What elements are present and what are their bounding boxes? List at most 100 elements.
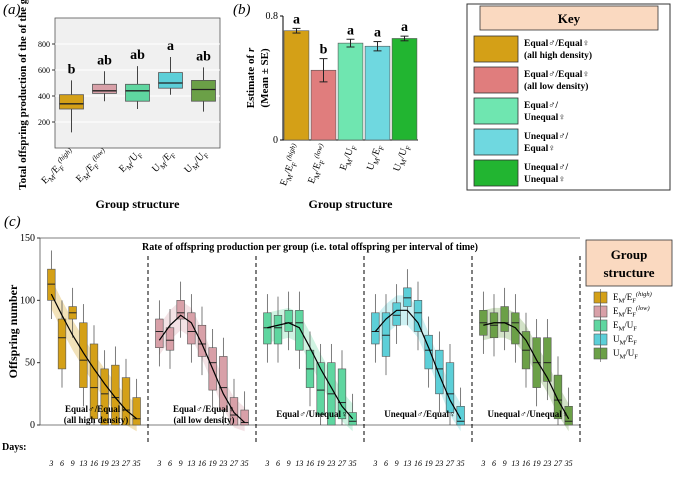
panel-c-day-label: 13	[403, 459, 411, 468]
panel-c-day-label: 6	[384, 459, 388, 468]
panel-c-day-label: 9	[503, 459, 507, 468]
label-part: F	[350, 145, 359, 151]
panel-c-box	[403, 287, 412, 307]
panel-a-ytick-label: 800	[38, 40, 50, 49]
panel-a-xtick-label-text: EM/EF(high)	[38, 146, 80, 188]
panel-c-day-label: 35	[348, 459, 357, 468]
panel-a-ytick-label: 200	[38, 118, 50, 127]
label-part: /E	[624, 292, 633, 302]
panel-c-box	[263, 312, 272, 345]
panel-b-ylabel: Estimate of r	[245, 47, 257, 108]
label-part: U	[392, 162, 405, 173]
panel-c-day-label: 19	[101, 459, 109, 468]
panel-c-day-label: 19	[533, 459, 541, 468]
panel-c-box	[284, 310, 293, 332]
panel-b-xtick-label: EM/EF(high)	[278, 142, 299, 188]
panel-a-xtick-label: UM/UF	[182, 151, 211, 176]
panel-c-trend-line	[50, 293, 138, 420]
panel-c-box	[424, 334, 433, 370]
panel-c-ylabel: Offspring number	[6, 284, 20, 378]
panel-b-sig-letter: a	[374, 26, 381, 41]
panel-a-ytick-label: 400	[38, 92, 50, 101]
label-part: E	[338, 162, 350, 172]
panel-c-day-label: 13	[511, 459, 519, 468]
panel-b-xtick-label: UM/EF	[365, 143, 386, 172]
panel-b-ylabel-part: Estimate of	[245, 52, 257, 108]
panel-c-box	[445, 362, 455, 413]
panel-a-label: (a)	[3, 2, 21, 18]
group-legend-title-bg	[585, 239, 673, 287]
panel-c-day-label: 23	[219, 459, 227, 468]
panel-c-box	[165, 327, 175, 351]
panel-c-box	[413, 300, 423, 332]
group-legend-entry-label: EM/UF	[613, 320, 637, 333]
label-part: M	[345, 158, 355, 167]
key-entry-line2: Unequal♀	[524, 175, 565, 185]
label-part: /U	[625, 348, 635, 358]
panel-b-bar	[337, 42, 364, 141]
panel-c-day-label: 13	[187, 459, 195, 468]
panel-b-bar	[391, 38, 418, 141]
panel-c-group: 3 6 9 13 16 19 23 27 35 Equal♂/Unequal♀	[255, 256, 357, 468]
panel-c-day-label: 23	[327, 459, 335, 468]
label-part: /E	[310, 161, 323, 173]
panel-b-xtick-label-text: EM/UF	[338, 143, 359, 172]
panel-c-group: 3 6 9 13 16 19 23 27 35 Unequal♂/Equal♀	[363, 256, 465, 468]
label-part: F	[634, 354, 638, 361]
label-part: F	[377, 145, 386, 151]
label-part: /E	[370, 147, 383, 159]
group-structure-legend: GroupstructureEM/EF(high)EM/EF(low)EM/UF…	[585, 239, 673, 362]
label-part: /E	[624, 306, 633, 316]
label-part: M	[620, 340, 626, 347]
group-legend-entry-label: UM/UF	[613, 348, 638, 361]
key-swatch	[473, 66, 519, 94]
group-legend-entry-label-text: UM/UF	[613, 348, 638, 361]
label-part: (high)	[636, 291, 652, 298]
panel-a-xlabel: Group structure	[96, 197, 181, 211]
panel-c-day-label: 16	[306, 459, 314, 468]
panel-c-box	[121, 377, 131, 426]
panel-c-box	[240, 409, 249, 426]
label-part: M	[191, 161, 202, 172]
panel-a: (a) 200 400 600 800 b EM/EF(high) ab EM/EF(low) a…	[3, 0, 221, 211]
label-part: U	[613, 348, 620, 358]
panel-c-box	[176, 300, 185, 320]
panel-a-box	[158, 72, 183, 89]
panel-b-ylabel-line2: (Mean ± SE)	[259, 48, 271, 108]
panel-c-box	[100, 368, 109, 426]
panel-c: (c) 0 50 100 150 Offspring number Rate of offs…	[2, 214, 581, 468]
key-title: Key	[558, 11, 581, 26]
panel-c-day-label: 6	[492, 459, 496, 468]
panel-c-day-label: 35	[456, 459, 465, 468]
panel-c-box	[543, 337, 552, 382]
panel-a-xtick-label-text: EM/UF	[117, 148, 145, 176]
key-entry-line1: Equal♂/Equal♀	[524, 70, 589, 80]
panel-a-ytick-label: 600	[38, 66, 50, 75]
label-part: E	[278, 178, 290, 188]
panel-b-ytick-label: 0.8	[266, 11, 279, 22]
label-part: F	[290, 161, 299, 167]
label-part: U	[613, 334, 620, 344]
label-part: F	[404, 145, 413, 151]
panel-b-xtick-label-text: UM/EF	[365, 143, 386, 172]
label-part: M	[619, 298, 625, 305]
panel-c-group-sublabel: (all low density)	[173, 415, 234, 425]
label-part: /E	[625, 334, 634, 344]
label-part: E	[613, 320, 619, 330]
label-part: M	[47, 173, 58, 184]
panel-c-day-label: 16	[522, 459, 530, 468]
panel-a-xtick-label: EM/EF(low)	[74, 146, 107, 185]
panel-c-day-label: 27	[446, 459, 455, 468]
label-part: /U	[342, 146, 356, 160]
panel-b-sig-letter: a	[293, 12, 300, 27]
key-legend-frame	[466, 3, 671, 191]
panel-c-ytick-label: 100	[20, 295, 35, 306]
panel-b-xtick-label: EM/EF(low)	[306, 142, 327, 185]
panel-c-ytick-label: 50	[25, 358, 35, 369]
panel-c-day-label: 9	[179, 459, 183, 468]
panel-b-ytick-label: 0	[273, 135, 278, 146]
panel-a-sig-letter: ab	[130, 48, 145, 63]
label-part: (low)	[636, 305, 650, 312]
panel-b-bar	[283, 30, 310, 141]
label-part: (low)	[312, 142, 325, 160]
